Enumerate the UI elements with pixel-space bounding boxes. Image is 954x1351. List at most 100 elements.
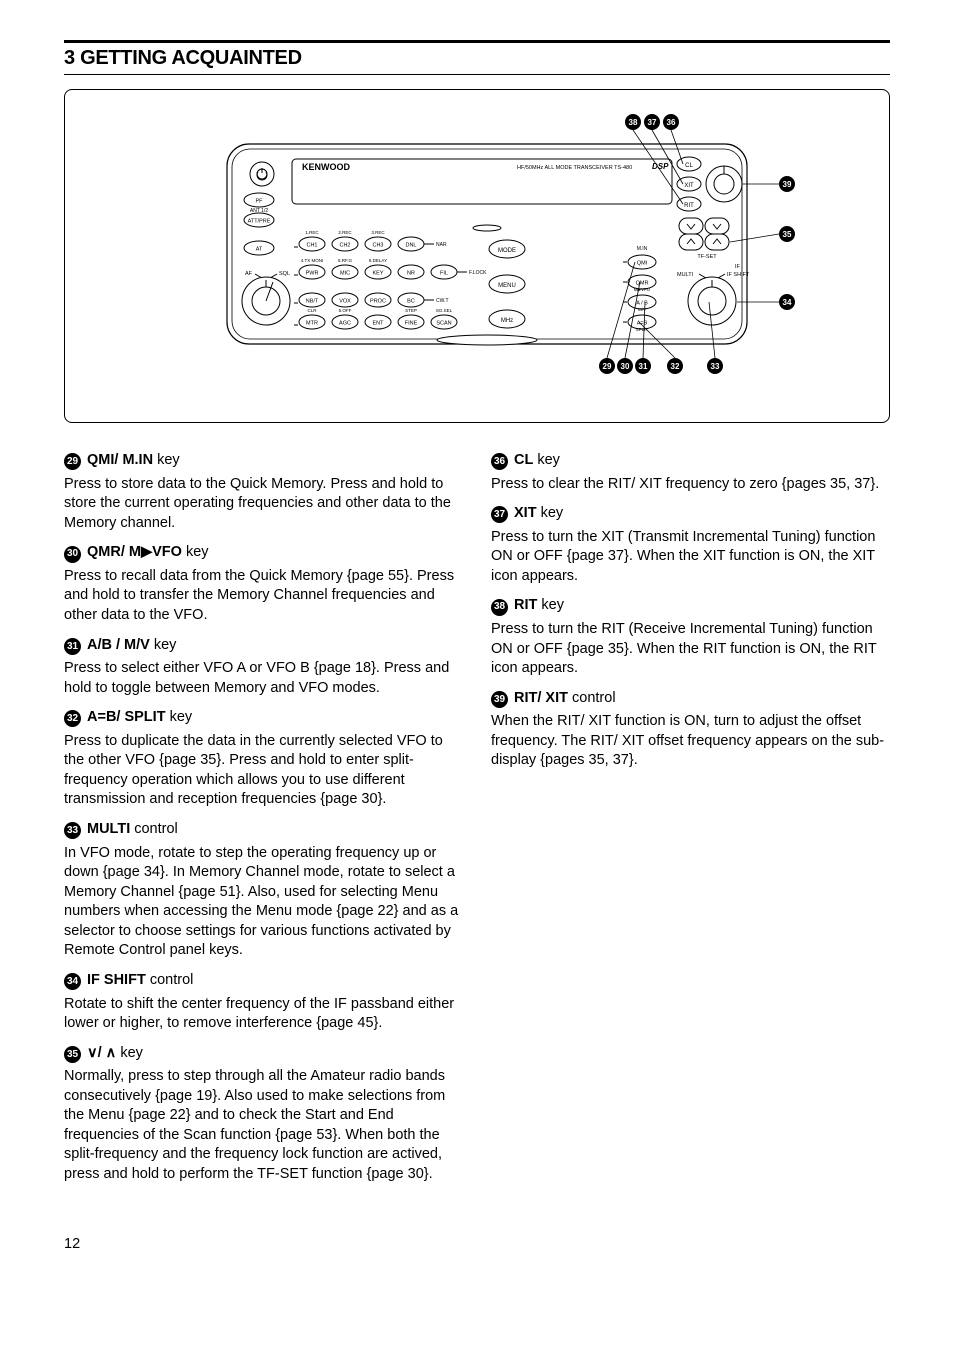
svg-text:4.TX MONI: 4.TX MONI	[301, 258, 324, 263]
svg-text:FINE: FINE	[405, 321, 418, 327]
svg-text:37: 37	[648, 118, 657, 127]
column-left: 29 QMI/ M.IN key Press to store data to th…	[64, 451, 463, 1195]
entry-36: 36 CL key Press to clear the RIT/ XIT freq…	[491, 451, 890, 494]
num-badge: 31	[64, 638, 81, 655]
entry-body: Press to turn the XIT (Transmit Incremen…	[491, 528, 890, 587]
section-title: 3 GETTING ACQUAINTED	[64, 45, 890, 72]
svg-text:F.LOCK: F.LOCK	[469, 270, 487, 276]
entry-title: ∨/ ∧ key	[87, 1044, 143, 1064]
svg-text:CH1: CH1	[306, 243, 317, 249]
svg-text:AF: AF	[245, 271, 253, 277]
svg-text:ENT: ENT	[373, 321, 385, 327]
svg-text:6.DELAY: 6.DELAY	[369, 258, 387, 263]
svg-text:CL: CL	[685, 163, 693, 169]
rule-bottom	[64, 74, 890, 75]
entry-title: QMI/ M.IN key	[87, 451, 180, 471]
num-badge: 34	[64, 973, 81, 990]
svg-text:38: 38	[629, 118, 638, 127]
svg-text:33: 33	[711, 362, 720, 371]
svg-text:MULTI: MULTI	[677, 272, 694, 278]
svg-text:IF SHIFT: IF SHIFT	[727, 272, 750, 278]
svg-text:39: 39	[783, 180, 792, 189]
svg-text:KEY: KEY	[372, 271, 383, 277]
svg-text:CW.T: CW.T	[436, 298, 449, 304]
entry-body: In VFO mode, rotate to step the operatin…	[64, 844, 463, 961]
svg-text:KENWOOD: KENWOOD	[302, 162, 350, 172]
entry-body: Normally, press to step through all the …	[64, 1067, 463, 1184]
svg-text:SQL: SQL	[279, 271, 290, 277]
svg-text:2.REC: 2.REC	[338, 230, 352, 235]
svg-text:HF/50MHz ALL MODE TRANSCEIVER: HF/50MHz ALL MODE TRANSCEIVER TS-480	[517, 165, 632, 171]
svg-text:VOX: VOX	[339, 299, 351, 305]
num-badge: 29	[64, 453, 81, 470]
entry-38: 38RIT keyPress to turn the RIT (Receive …	[491, 596, 890, 678]
svg-text:M▶VFO: M▶VFO	[634, 287, 651, 292]
svg-text:M.IN: M.IN	[637, 246, 648, 252]
svg-text:36: 36	[667, 118, 676, 127]
entry-title: XIT key	[514, 504, 563, 524]
svg-text:1.REC: 1.REC	[305, 230, 319, 235]
entry-30: 30 QMR/ M▶VFO key Press to recall data fro…	[64, 543, 463, 625]
entry-title: A=B/ SPLIT key	[87, 708, 192, 728]
entry-33: 33 MULTI control In VFO mode, rotate to st…	[64, 820, 463, 961]
num-badge: 33	[64, 822, 81, 839]
entry-title: CL key	[514, 451, 560, 471]
svg-text:31: 31	[639, 362, 648, 371]
svg-text:NAR: NAR	[436, 242, 447, 248]
entry-title: QMR/ M▶VFO key	[87, 543, 209, 563]
num-badge: 32	[64, 710, 81, 727]
svg-text:MTR: MTR	[306, 321, 318, 327]
svg-text:NB/T: NB/T	[306, 299, 319, 305]
svg-text:PROC: PROC	[370, 299, 386, 305]
entry-body: Press to duplicate the data in the curre…	[64, 732, 463, 810]
svg-text:DNL: DNL	[405, 243, 416, 249]
body-columns: 29 QMI/ M.IN key Press to store data to th…	[64, 451, 890, 1195]
page-number: 12	[64, 1235, 890, 1255]
entry-title: MULTI control	[87, 820, 178, 840]
svg-text:MODE: MODE	[498, 248, 516, 254]
entry-37: 37 XIT key Press to turn the XIT (Transmit…	[491, 504, 890, 586]
svg-text:MHz: MHz	[501, 318, 513, 324]
num-badge: 37	[491, 506, 508, 523]
entry-body: Press to turn the RIT (Receive Increment…	[491, 620, 890, 679]
svg-text:3.REC: 3.REC	[371, 230, 385, 235]
svg-text:CLR: CLR	[307, 308, 317, 313]
svg-text:ATT/PRE: ATT/PRE	[248, 219, 271, 225]
num-badge: 30	[64, 546, 81, 563]
device-diagram: KENWOOD HF/50MHz ALL MODE TRANSCEIVER TS…	[64, 89, 890, 423]
num-badge: 39	[491, 691, 508, 708]
svg-text:PF: PF	[255, 199, 263, 205]
entry-32: 32 A=B/ SPLIT key Press to duplicate the d…	[64, 708, 463, 810]
entry-title: A/B / M/V key	[87, 636, 176, 656]
svg-text:5.RF.G: 5.RF.G	[338, 258, 353, 263]
svg-text:ANT 1/2: ANT 1/2	[250, 208, 268, 214]
rule-top	[64, 40, 890, 43]
svg-text:MENU: MENU	[498, 283, 516, 289]
svg-text:MIC: MIC	[340, 271, 350, 277]
entry-body: Press to clear the RIT/ XIT frequency to…	[491, 475, 890, 495]
entry-34: 34IF SHIFT controlRotate to shift the ce…	[64, 971, 463, 1034]
svg-text:XIT: XIT	[684, 183, 694, 189]
svg-text:BC: BC	[407, 299, 415, 305]
entry-title: RIT key	[514, 596, 564, 616]
svg-text:A / B: A / B	[636, 301, 648, 307]
entry-body: Press to store data to the Quick Memory.…	[64, 475, 463, 534]
num-badge: 36	[491, 453, 508, 470]
entry-29: 29 QMI/ M.IN key Press to store data to th…	[64, 451, 463, 533]
svg-text:32: 32	[671, 362, 680, 371]
svg-text:QMR: QMR	[636, 281, 649, 287]
entry-title: IF SHIFT control	[87, 971, 193, 991]
svg-text:SG.SEL: SG.SEL	[436, 308, 453, 313]
svg-text:35: 35	[783, 230, 792, 239]
svg-text:CH2: CH2	[339, 243, 350, 249]
svg-text:34: 34	[783, 298, 792, 307]
svg-text:5.OFF: 5.OFF	[339, 308, 352, 313]
svg-text:CH3: CH3	[372, 243, 383, 249]
svg-text:DSP: DSP	[652, 162, 669, 171]
svg-text:TF-SET: TF-SET	[697, 254, 717, 260]
svg-text:AGC: AGC	[339, 321, 351, 327]
svg-text:NR: NR	[407, 271, 415, 277]
entry-body: When the RIT/ XIT function is ON, turn t…	[491, 712, 890, 771]
entry-body: Press to recall data from the Quick Memo…	[64, 567, 463, 626]
svg-text:FIL: FIL	[440, 271, 448, 277]
